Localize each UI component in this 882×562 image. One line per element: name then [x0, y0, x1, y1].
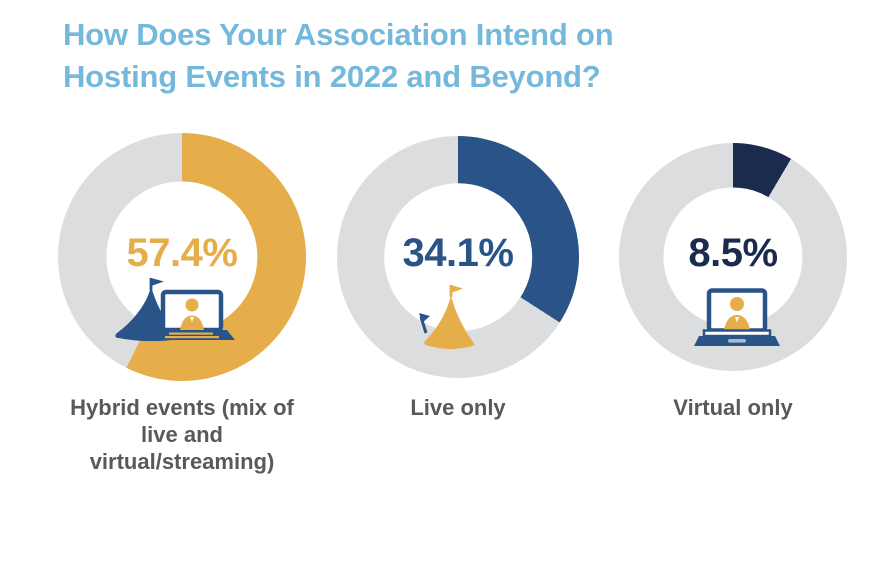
- donut-chart-virtual: 8.5% Virtual only: [619, 143, 847, 420]
- laptop-with-person-icon: [694, 288, 780, 350]
- percent-value-virtual: 8.5%: [688, 230, 778, 275]
- chart-title-line-1: How Does Your Association Intend on: [63, 17, 614, 52]
- chart-title-line-2: Hosting Events in 2022 and Beyond?: [63, 58, 601, 94]
- donut-chart-hybrid: 57.4% Hybrid events (mix of live and vir…: [58, 133, 306, 474]
- tent-and-laptop-icon: [111, 276, 235, 344]
- percent-value-hybrid: 57.4%: [126, 230, 238, 275]
- donut-ring-live: 34.1%: [337, 136, 579, 378]
- percent-value-live: 34.1%: [402, 230, 514, 275]
- donut-chart-live: 34.1% Live only: [337, 136, 579, 420]
- chart-title: How Does Your Association Intend on Host…: [63, 14, 614, 97]
- category-label-hybrid: Hybrid events (mix of live and virtual/s…: [70, 395, 294, 474]
- circus-tent-icon: [399, 283, 483, 353]
- donut-hole: [384, 183, 532, 331]
- category-label-virtual: Virtual only: [673, 395, 793, 420]
- donut-ring-virtual: 8.5%: [619, 143, 847, 371]
- category-label-live: Live only: [410, 395, 506, 420]
- donut-ring-hybrid: 57.4%: [58, 133, 306, 381]
